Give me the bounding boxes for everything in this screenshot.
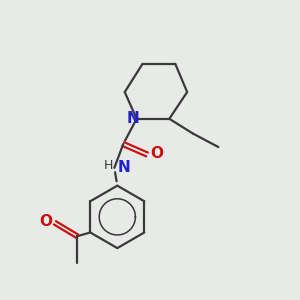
- Text: O: O: [39, 214, 52, 230]
- Text: N: N: [127, 111, 140, 126]
- Text: O: O: [150, 146, 163, 161]
- Text: H: H: [104, 159, 113, 172]
- Text: N: N: [117, 160, 130, 175]
